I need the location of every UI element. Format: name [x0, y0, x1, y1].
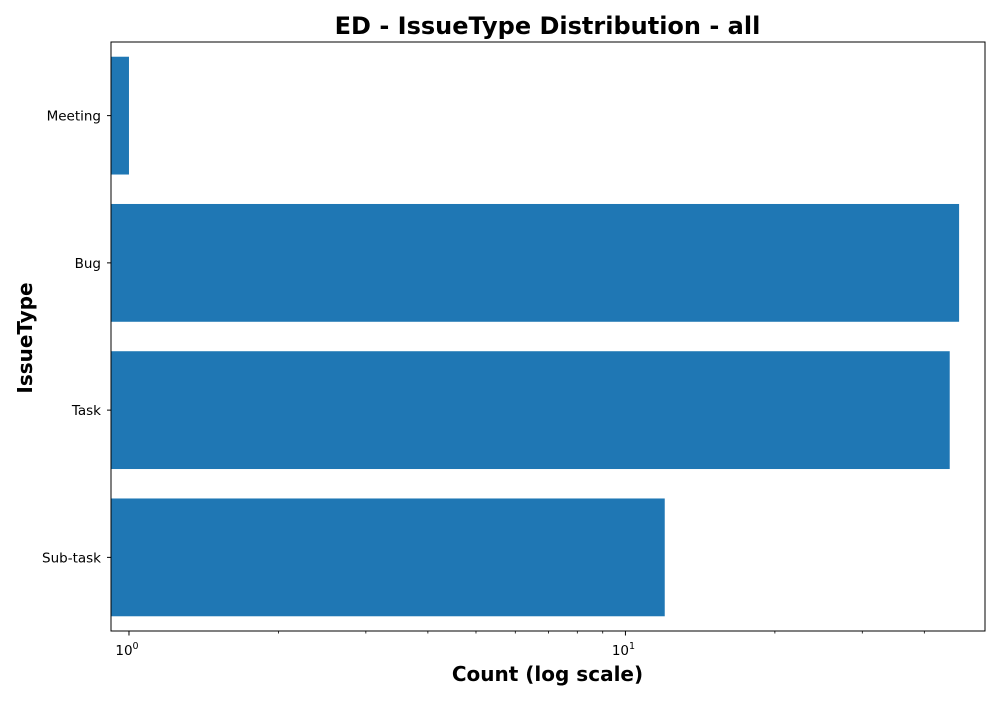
bars-group [111, 56, 960, 617]
bar-sub-task [111, 498, 665, 617]
bar-bug [111, 203, 960, 322]
y-axis-label: IssueType [13, 282, 37, 393]
y-tick-label: Task [71, 403, 101, 419]
x-tick-label: 101 [612, 641, 635, 659]
bar-task [111, 351, 950, 470]
x-axis-label: Count (log scale) [452, 662, 643, 686]
plot-area-frame [110, 41, 986, 632]
y-tick-label: Bug [75, 256, 101, 272]
y-tick-label: Sub-task [42, 550, 101, 566]
y-axis-ticks: Meeting Bug Task Sub-task [42, 109, 111, 566]
chart-title: ED - IssueType Distribution - all [335, 12, 761, 40]
x-tick-label: 100 [115, 641, 138, 659]
y-tick-label: Meeting [47, 109, 101, 125]
x-axis-ticks: 100 101 [115, 631, 925, 659]
bar-meeting [111, 56, 129, 175]
